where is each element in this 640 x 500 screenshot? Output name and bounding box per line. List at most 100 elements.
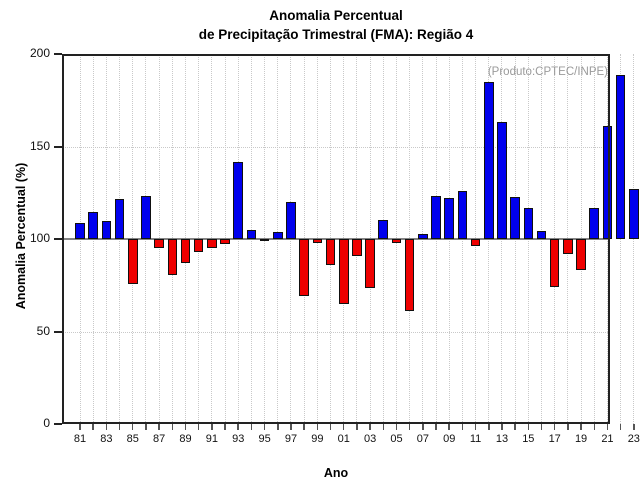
x-tick-85 [131, 424, 134, 430]
bar-17 [549, 239, 560, 288]
x-tick-label-99: 99 [311, 433, 324, 445]
bar-20 [589, 207, 600, 239]
bar-85 [127, 239, 138, 285]
x-tick-label-85: 85 [126, 433, 139, 445]
bar-89 [180, 239, 191, 264]
x-tick-14 [514, 424, 516, 430]
y-tick-label-200: 200 [29, 46, 50, 60]
bar-15 [523, 207, 534, 239]
x-tick-label-83: 83 [100, 433, 113, 445]
x-tick-label-07: 07 [416, 433, 429, 445]
bar-01 [338, 239, 349, 304]
x-tick-label-87: 87 [152, 433, 166, 445]
bar-93 [233, 162, 244, 239]
bar-91 [207, 239, 217, 249]
bar-05 [391, 239, 402, 243]
bar-09 [444, 198, 454, 239]
x-tick-94 [250, 424, 253, 430]
x-tick-06 [408, 424, 411, 430]
bar-19 [576, 239, 586, 271]
bar-00 [325, 239, 336, 265]
x-tick-81 [79, 424, 81, 430]
y-tick-label-150: 150 [29, 138, 50, 153]
bar-88 [167, 239, 178, 276]
x-tick-label-97: 97 [284, 433, 298, 445]
bar-22 [615, 75, 626, 239]
x-tick-23 [633, 424, 635, 430]
x-tick-21 [606, 424, 609, 430]
bar-11 [470, 239, 481, 247]
x-tick-02 [356, 424, 358, 430]
bar-04 [378, 219, 389, 239]
x-tick-13 [501, 424, 503, 430]
x-tick-16 [540, 424, 543, 430]
bar-99 [312, 239, 323, 243]
x-tick-label-91: 91 [205, 433, 218, 445]
x-tick-09 [448, 424, 450, 430]
bar-03 [365, 239, 375, 289]
x-tick-07 [422, 424, 424, 430]
y-tick-100 [54, 238, 62, 240]
x-tick-label-15: 15 [522, 433, 535, 445]
x-tick-label-19: 19 [574, 433, 588, 445]
x-tick-label-21: 21 [601, 433, 614, 445]
x-tick-10 [461, 424, 464, 430]
bar-16 [536, 230, 547, 239]
x-tick-82 [92, 424, 94, 430]
x-tick-label-03: 03 [363, 433, 377, 445]
bar-84 [114, 199, 125, 239]
x-tick-03 [369, 424, 371, 430]
x-tick-97 [290, 424, 292, 430]
x-tick-88 [171, 424, 174, 430]
x-tick-label-01: 01 [337, 433, 350, 445]
bar-92 [220, 239, 230, 244]
x-axis-title: Ano [323, 466, 349, 480]
chart-title-line2: de Precipitação Trimestral (FMA): Região… [198, 27, 474, 42]
chart-title-line1: Anomalia Percentual [269, 8, 403, 23]
x-tick-label-13: 13 [495, 433, 509, 445]
bar-96 [272, 231, 283, 239]
bar-06 [404, 239, 415, 312]
x-tick-label-05: 05 [390, 433, 403, 445]
bar-10 [457, 190, 468, 239]
x-tick-label-81: 81 [73, 433, 87, 445]
bar-21 [602, 126, 613, 239]
x-tick-04 [382, 424, 385, 430]
bar-82 [88, 212, 98, 239]
x-tick-90 [197, 424, 200, 430]
bar-90 [193, 239, 204, 252]
x-tick-87 [158, 424, 160, 430]
x-tick-17 [553, 424, 556, 430]
x-tick-83 [105, 424, 108, 430]
x-tick-20 [593, 424, 595, 430]
x-tick-label-95: 95 [258, 433, 271, 445]
v-gridline-23 [633, 54, 635, 424]
bar-08 [431, 196, 441, 239]
x-tick-label-23: 23 [627, 433, 640, 445]
bar-13 [497, 122, 507, 239]
y-tick-label-100: 100 [29, 231, 50, 245]
x-tick-label-93: 93 [232, 433, 245, 445]
baseline-100 [62, 238, 610, 240]
y-tick-label-50: 50 [36, 323, 50, 338]
y-tick-label-0: 0 [43, 416, 50, 430]
x-tick-05 [395, 424, 398, 430]
x-tick-label-11: 11 [469, 433, 482, 445]
x-tick-22 [619, 424, 622, 430]
x-tick-84 [118, 424, 121, 430]
bar-98 [299, 239, 309, 297]
bar-83 [101, 221, 112, 239]
bar-94 [246, 229, 257, 239]
bar-12 [483, 81, 494, 239]
x-tick-98 [303, 424, 305, 430]
x-tick-93 [237, 424, 239, 430]
x-tick-92 [224, 424, 226, 430]
y-tick-50 [54, 330, 62, 333]
x-tick-label-17: 17 [548, 433, 561, 445]
bar-18 [563, 239, 573, 254]
bar-95 [259, 239, 270, 241]
plot-area [62, 54, 639, 424]
bar-23 [629, 189, 639, 239]
x-tick-19 [580, 424, 582, 430]
